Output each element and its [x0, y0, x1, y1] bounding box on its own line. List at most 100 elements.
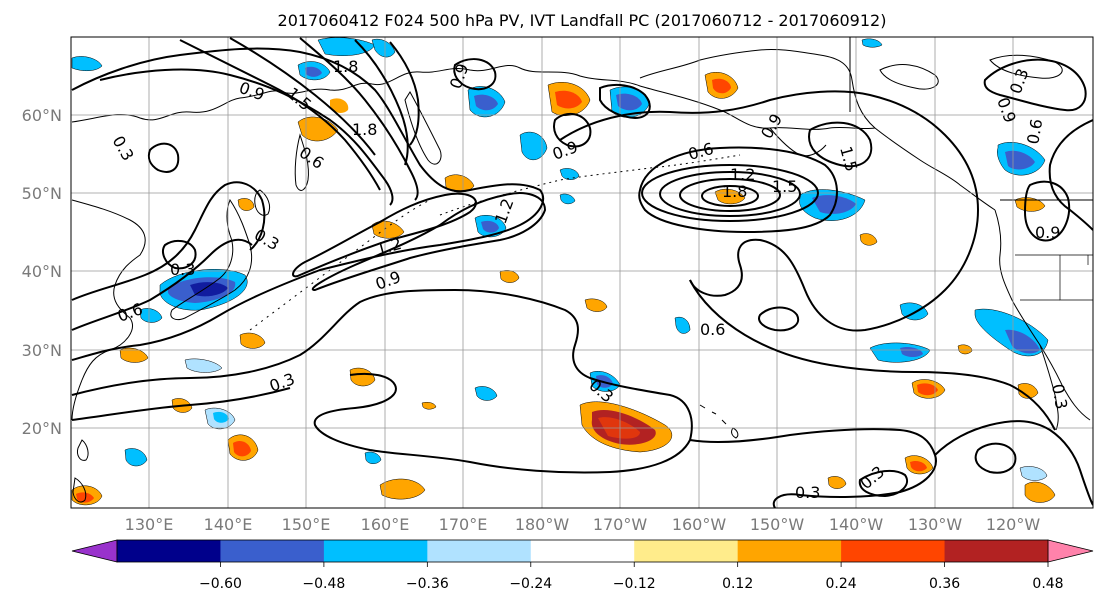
- contour-label: 0.6: [700, 320, 725, 339]
- lon-label: 150°E: [282, 515, 331, 534]
- contour-line: [299, 37, 419, 201]
- anomaly-blob: [827, 476, 847, 489]
- anomaly-blob: [233, 440, 251, 457]
- anomaly-blob: [712, 78, 731, 94]
- anomaly-blob: [1005, 329, 1040, 354]
- anomaly-blob: [1017, 383, 1039, 399]
- lon-label: 140°E: [204, 515, 253, 534]
- anomaly-blob: [555, 90, 582, 109]
- contour-label: 1.8: [352, 120, 377, 139]
- contour-line: [974, 442, 1017, 474]
- anomaly-blob: [861, 38, 883, 48]
- anomaly-blob: [124, 448, 148, 467]
- contour-line: [229, 37, 376, 156]
- colorbar: −0.60 −0.48 −0.36 −0.24 −0.12 0.12 0.24 0.36 0.4…: [71, 539, 1094, 592]
- coastline: [294, 133, 309, 191]
- anomaly-blob: [616, 93, 642, 111]
- colorbar-segment: [841, 540, 946, 562]
- contour-line: [638, 146, 838, 234]
- colorbar-tick-label: −0.24: [509, 576, 552, 592]
- lat-label: 20°N: [22, 419, 62, 438]
- colorbar-tick-label: 0.24: [826, 576, 857, 592]
- contour-label: 1.2: [730, 165, 755, 184]
- anomaly-blob: [584, 298, 608, 312]
- lon-label: 180°W: [515, 515, 570, 534]
- contour-line: [559, 90, 980, 332]
- colorbar-tick-label: −0.12: [613, 576, 656, 592]
- anomaly-blob: [371, 38, 396, 58]
- anomaly-blob: [1005, 150, 1035, 170]
- contour-label: 0.3: [795, 483, 820, 502]
- anomaly-blob: [481, 220, 499, 233]
- colorbar-segment: [220, 540, 325, 562]
- anomaly-blob: [900, 346, 923, 357]
- aleutian-islands: [439, 154, 741, 216]
- anomaly-blob: [1024, 481, 1056, 503]
- kuril-islands: [249, 199, 431, 331]
- contour-line: [1023, 180, 1070, 242]
- contour-line: [179, 39, 381, 191]
- contour-line: [71, 47, 545, 361]
- contour-line: [934, 420, 1093, 506]
- coastline: [639, 49, 996, 211]
- anomaly-blob: [559, 168, 580, 180]
- contour-line: [389, 41, 420, 146]
- lon-label: 130°E: [125, 515, 174, 534]
- contour-line: [858, 469, 908, 498]
- contour-line: [679, 178, 781, 212]
- lat-label: 30°N: [22, 341, 62, 360]
- contour-line: [689, 428, 937, 508]
- contour-line: [71, 288, 693, 474]
- coastline: [989, 54, 1063, 79]
- pv-contours: [71, 37, 1093, 508]
- colorbar-segment: [737, 540, 842, 562]
- colorbar-extend-left: [71, 539, 118, 563]
- contour-label: 1.8: [722, 182, 747, 201]
- contour-line: [71, 387, 291, 421]
- contour-line: [808, 121, 873, 168]
- anomaly-blob: [421, 401, 437, 410]
- anomaly-blob: [139, 308, 163, 323]
- anomaly-blob: [519, 131, 548, 160]
- anomaly-blob: [190, 282, 228, 297]
- contour-line: [147, 142, 180, 173]
- colorbar-tick-label: −0.60: [199, 576, 242, 592]
- anomaly-blob: [917, 383, 938, 396]
- lon-label: 140°W: [829, 515, 884, 534]
- contour-line: [162, 239, 197, 270]
- contour-line: [292, 192, 477, 278]
- lon-label: 150°W: [750, 515, 805, 534]
- colorbar-tick-label: −0.36: [406, 576, 449, 592]
- contour-line: [599, 83, 651, 120]
- anomaly-blob: [812, 195, 856, 214]
- anomaly-blob: [349, 367, 376, 387]
- lon-label: 160°E: [361, 515, 410, 534]
- anomaly-blob: [957, 344, 973, 355]
- coastline: [404, 91, 442, 165]
- coastline: [77, 439, 89, 461]
- contour-line: [701, 185, 759, 207]
- anomaly-blob: [184, 358, 223, 373]
- contour-line: [71, 238, 253, 331]
- contour-line: [983, 58, 1087, 112]
- contour-label: 1.5: [772, 177, 797, 196]
- plot-background: [71, 37, 1093, 508]
- colorbar-extend-right: [1047, 539, 1094, 563]
- lon-label: 170°E: [439, 515, 488, 534]
- anomaly-blob: [674, 316, 691, 334]
- anomaly-blob: [364, 451, 382, 464]
- plot-frame: [70, 36, 1094, 509]
- hawaii: [699, 404, 739, 439]
- anomaly-blob: [119, 347, 149, 363]
- lat-label: 50°N: [22, 184, 62, 203]
- anomaly-blob: [499, 270, 520, 283]
- coastline: [71, 199, 146, 421]
- anomaly-blob: [474, 386, 498, 401]
- colorbar-segment: [634, 540, 739, 562]
- coastline: [254, 189, 271, 216]
- graticule: [71, 37, 1093, 508]
- anomaly-blob: [71, 56, 103, 71]
- coastline: [994, 209, 1091, 421]
- contour-line: [553, 112, 592, 148]
- contour-line: [453, 58, 497, 91]
